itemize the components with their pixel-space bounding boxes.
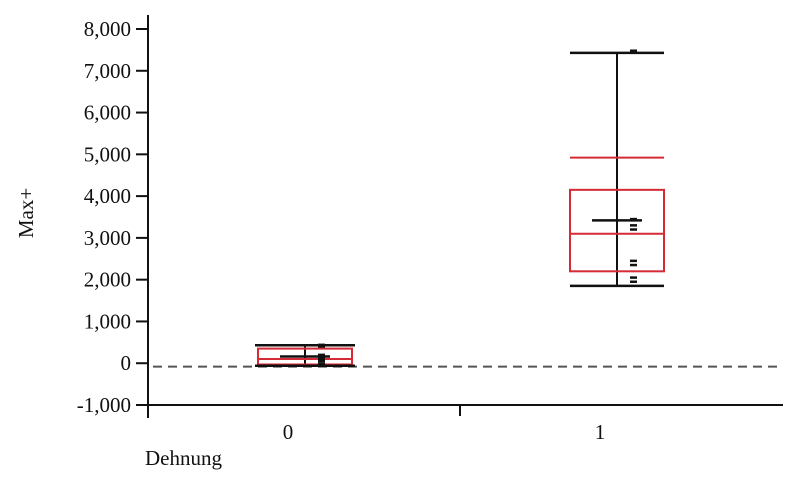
- x-tick-label: 0: [283, 420, 294, 444]
- y-tick-label: 4,000: [84, 184, 131, 208]
- axes-layer: [147, 15, 783, 418]
- y-tick-label: -1,000: [77, 393, 131, 417]
- box-iqr: [569, 188, 665, 273]
- y-tick-label: 7,000: [84, 59, 131, 83]
- box-group-1: [569, 49, 665, 288]
- x-tick-label: 1: [595, 420, 606, 444]
- y-tick-label: 3,000: [84, 226, 131, 250]
- box-group-0: [255, 343, 355, 367]
- box-plot-layer: [255, 49, 665, 367]
- y-tick-label: 0: [121, 351, 132, 375]
- y-tick-label: 8,000: [84, 17, 131, 41]
- y-tick-label: 5,000: [84, 142, 131, 166]
- y-tick-label: 6,000: [84, 101, 131, 125]
- y-tick-label: 2,000: [84, 268, 131, 292]
- x-axis-title: Dehnung: [145, 446, 222, 470]
- box-iqr: [257, 347, 353, 366]
- y-axis-ticks: -1,000 0 1,000 2,000 3,000 4,000 5,000 6,000 7,0…: [77, 17, 148, 417]
- y-tick-label: 1,000: [84, 309, 131, 333]
- y-axis-title: Max+: [14, 188, 38, 238]
